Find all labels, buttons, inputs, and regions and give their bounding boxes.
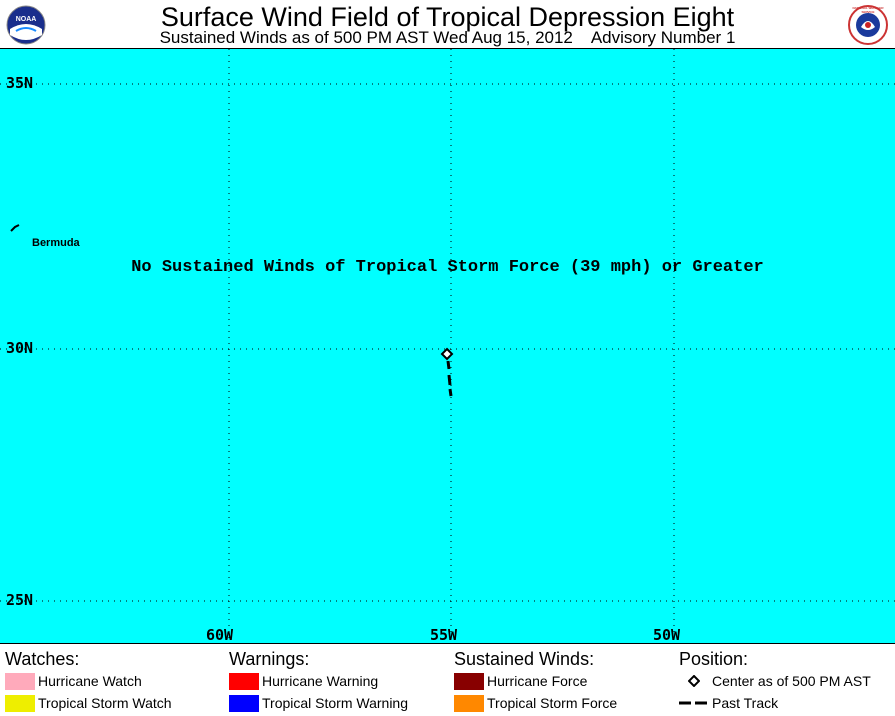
lon-label-55w: 55W xyxy=(430,626,458,644)
legend: Watches: Hurricane Watch Tropical Storm … xyxy=(0,644,895,716)
past-track-line xyxy=(446,360,453,397)
bermuda-label: Bermuda xyxy=(32,237,80,249)
legend-label: Hurricane Warning xyxy=(262,673,379,689)
legend-item-hurricane-force: Hurricane Force xyxy=(454,670,617,692)
lon-label-60w: 60W xyxy=(206,626,234,644)
legend-label: Past Track xyxy=(712,695,779,711)
noaa-logo-icon: NOAA xyxy=(6,5,46,45)
legend-watches-heading: Watches: xyxy=(5,649,80,669)
lat-label-25n: 25N xyxy=(6,591,34,609)
legend-winds-heading: Sustained Winds: xyxy=(454,649,595,669)
legend-warnings-heading: Warnings: xyxy=(229,649,310,669)
legend-warnings: Warnings: Hurricane Warning Tropical Sto… xyxy=(229,648,408,714)
map-graticule xyxy=(0,49,895,645)
legend-item-hurricane-watch: Hurricane Watch xyxy=(5,670,172,692)
legend-item-hurricane-warning: Hurricane Warning xyxy=(229,670,408,692)
page-subtitle: Sustained Winds as of 500 PM AST Wed Aug… xyxy=(159,28,736,47)
bermuda-island xyxy=(10,224,20,232)
legend-label: Tropical Storm Force xyxy=(487,695,618,711)
dash-line-icon xyxy=(679,695,709,712)
hurricane-watch-swatch xyxy=(5,672,35,690)
hurricane-force-swatch xyxy=(454,672,484,690)
lat-label-30n: 30N xyxy=(6,339,34,357)
nws-logo-text: NATIONAL WEATHER SERVICE xyxy=(852,6,884,14)
legend-position: Position: Center as of 500 PM AST Past T… xyxy=(679,648,871,714)
hurricane-warning-swatch xyxy=(229,672,259,690)
legend-label: Hurricane Force xyxy=(487,673,588,689)
legend-item-center: Center as of 500 PM AST xyxy=(679,670,871,692)
wind-notice: No Sustained Winds of Tropical Storm For… xyxy=(131,258,764,277)
legend-label: Tropical Storm Warning xyxy=(262,695,409,711)
storm-center-diamond-icon xyxy=(440,347,454,361)
legend-item-tropical-storm-warning: Tropical Storm Warning xyxy=(229,692,408,714)
legend-label: Tropical Storm Watch xyxy=(38,695,172,711)
legend-watches: Watches: Hurricane Watch Tropical Storm … xyxy=(5,648,172,714)
lon-label-50w: 50W xyxy=(653,626,681,644)
nws-logo-icon: NATIONAL WEATHER SERVICE xyxy=(848,5,888,45)
tropical-storm-warning-swatch xyxy=(229,694,259,712)
noaa-logo-text: NOAA xyxy=(15,16,37,23)
map-area[interactable]: 35N 30N 25N 60W 55W 50W Bermuda No Susta… xyxy=(0,48,895,645)
legend-position-heading: Position: xyxy=(679,649,749,669)
legend-item-tropical-storm-watch: Tropical Storm Watch xyxy=(5,692,172,714)
header: NOAA Surface Wind Field of Tropical Depr… xyxy=(0,0,895,48)
legend-item-past-track: Past Track xyxy=(679,692,871,714)
page-title: Surface Wind Field of Tropical Depressio… xyxy=(160,2,735,32)
legend-winds: Sustained Winds: Hurricane Force Tropica… xyxy=(454,648,617,714)
legend-label: Center as of 500 PM AST xyxy=(712,673,871,689)
legend-label: Hurricane Watch xyxy=(38,673,142,689)
diamond-icon xyxy=(679,673,709,690)
legend-item-tropical-storm-force: Tropical Storm Force xyxy=(454,692,617,714)
tropical-storm-watch-swatch xyxy=(5,694,35,712)
lat-label-35n: 35N xyxy=(6,74,34,92)
tropical-storm-force-swatch xyxy=(454,694,484,712)
